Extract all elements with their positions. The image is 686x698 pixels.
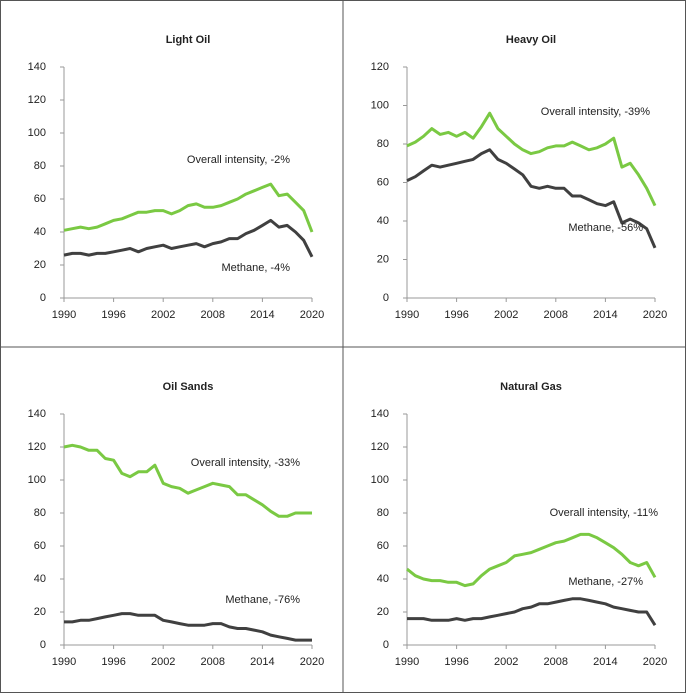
series-line — [406, 148, 657, 249]
x-tick-label: 2014 — [593, 656, 617, 668]
x-tick-label: 2002 — [494, 309, 518, 321]
y-tick-label: 80 — [34, 160, 46, 172]
series-label: Methane, -76% — [225, 594, 300, 606]
series-label: Overall intensity, -33% — [191, 457, 300, 469]
series-label: Methane, -56% — [568, 222, 643, 234]
x-tick-label: 2014 — [250, 309, 274, 321]
series-line — [407, 597, 657, 626]
x-tick-label: 2020 — [300, 309, 324, 321]
series-line — [63, 218, 314, 258]
series-line — [63, 182, 314, 233]
chart-title: Light Oil — [166, 34, 211, 46]
series-line — [64, 612, 312, 642]
y-tick-label: 0 — [40, 639, 46, 651]
y-tick-label: 80 — [377, 138, 389, 150]
y-tick-label: 60 — [34, 193, 46, 205]
y-tick-label: 120 — [28, 441, 46, 453]
x-tick-label: 1996 — [444, 656, 468, 668]
y-tick-label: 100 — [28, 127, 46, 139]
x-tick-label: 2014 — [593, 309, 617, 321]
x-tick-label: 2008 — [201, 656, 225, 668]
series-label: Overall intensity, -2% — [187, 154, 290, 166]
x-tick-label: 2008 — [544, 656, 568, 668]
y-tick-label: 120 — [371, 441, 389, 453]
x-tick-label: 2020 — [300, 656, 324, 668]
x-tick-label: 2020 — [643, 656, 667, 668]
x-tick-label: 2002 — [151, 309, 175, 321]
y-tick-label: 100 — [371, 474, 389, 486]
y-tick-label: 100 — [28, 474, 46, 486]
series-label: Overall intensity, -11% — [550, 507, 659, 519]
x-tick-label: 1996 — [101, 656, 125, 668]
series-label: Methane, -27% — [568, 576, 643, 588]
y-tick-label: 40 — [34, 573, 46, 585]
series-line — [406, 532, 657, 588]
y-tick-label: 20 — [34, 606, 46, 618]
y-tick-label: 80 — [34, 507, 46, 519]
y-tick-label: 140 — [371, 408, 389, 420]
x-tick-label: 1996 — [444, 309, 468, 321]
panel: Oil Sands 0 20 40 60 80 100 120 140 1990 1996 2002 2… — [28, 381, 325, 668]
x-tick-label: 2020 — [643, 309, 667, 321]
y-tick-label: 120 — [28, 94, 46, 106]
x-tick-label: 2002 — [494, 656, 518, 668]
y-tick-label: 0 — [383, 292, 389, 304]
y-tick-label: 140 — [28, 408, 46, 420]
y-tick-label: 0 — [383, 639, 389, 651]
y-tick-label: 0 — [40, 292, 46, 304]
x-tick-label: 2008 — [544, 309, 568, 321]
y-tick-label: 140 — [28, 61, 46, 73]
y-tick-label: 20 — [34, 259, 46, 271]
x-tick-label: 2014 — [250, 656, 274, 668]
y-tick-label: 60 — [377, 176, 389, 188]
panel: Natural Gas 0 20 40 60 80 100 120 140 1990 1996 200… — [371, 381, 668, 668]
y-tick-label: 80 — [377, 507, 389, 519]
y-tick-label: 60 — [377, 540, 389, 552]
x-tick-label: 2008 — [201, 309, 225, 321]
y-tick-label: 100 — [371, 99, 389, 111]
series-label: Methane, -4% — [222, 262, 291, 274]
series-line — [406, 111, 657, 207]
chart-title: Natural Gas — [500, 381, 562, 393]
x-tick-label: 1990 — [52, 656, 76, 668]
y-tick-label: 40 — [377, 215, 389, 227]
series-line — [63, 443, 312, 518]
panel: Heavy Oil 0 20 40 60 80 100 120 1990 1996 2002 2008… — [371, 34, 668, 321]
chart-title: Oil Sands — [163, 381, 214, 393]
chart-title: Heavy Oil — [506, 34, 556, 46]
series-label: Overall intensity, -39% — [541, 106, 650, 118]
panel: Light Oil 0 20 40 60 80 100 120 140 1990 1996 2002 2… — [28, 34, 325, 321]
y-tick-label: 60 — [34, 540, 46, 552]
x-tick-label: 1996 — [101, 309, 125, 321]
x-tick-label: 1990 — [395, 656, 419, 668]
x-tick-label: 1990 — [395, 309, 419, 321]
y-tick-label: 40 — [34, 226, 46, 238]
y-tick-label: 120 — [371, 61, 389, 73]
y-tick-label: 40 — [377, 573, 389, 585]
y-tick-label: 20 — [377, 606, 389, 618]
y-tick-label: 20 — [377, 253, 389, 265]
x-tick-label: 1990 — [52, 309, 76, 321]
x-tick-label: 2002 — [151, 656, 175, 668]
